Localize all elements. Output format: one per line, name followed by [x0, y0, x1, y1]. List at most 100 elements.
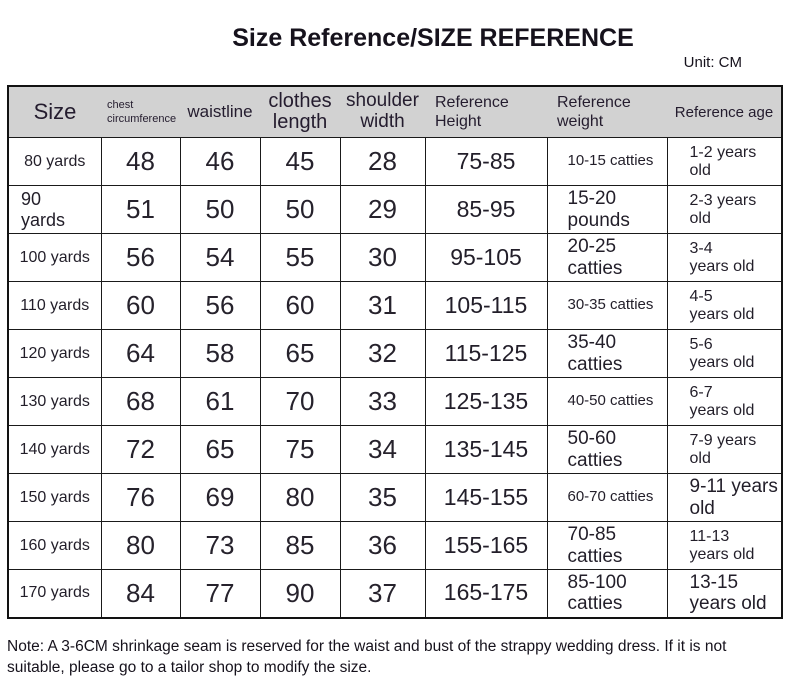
table-cell: 85-100 catties	[546, 569, 668, 618]
table-row: 100 yards 56 54 55 30 95-105 20-25 catties 3-4 ye…	[7, 233, 783, 282]
table-cell: 150 yards	[7, 473, 102, 522]
table-cell: 1-2 years old	[666, 137, 783, 186]
table-cell: 28	[339, 137, 426, 186]
table-cell: 61	[179, 377, 261, 426]
table-cell: 170 yards	[7, 569, 102, 618]
table-cell: 72	[100, 425, 181, 474]
header-cell-2: waistline	[180, 85, 260, 138]
header-cell-1: chest circumference	[101, 85, 180, 138]
unit-label: Unit: CM	[683, 54, 742, 71]
table-cell: 110 yards	[7, 281, 102, 330]
table-row: 150 yards 76 69 80 35 145-155 60-70 catties 9-1…	[7, 473, 783, 522]
size-reference-table: Size chest circumference waistline clothes le…	[7, 85, 783, 619]
table-cell: 85-95	[424, 185, 548, 234]
page-title: Size Reference/SIZE REFERENCE	[232, 24, 634, 52]
table-cell: 140 yards	[7, 425, 102, 474]
table-row: 160 yards 80 73 85 36 155-165 70-85 catties 11-1…	[7, 521, 783, 570]
table-cell: 11-13 years old	[666, 521, 783, 570]
table-cell: 75-85	[424, 137, 548, 186]
table-cell: 69	[179, 473, 261, 522]
table-cell: 32	[339, 329, 426, 378]
table-cell: 80	[259, 473, 341, 522]
table-cell: 60	[259, 281, 341, 330]
table-cell: 35-40 catties	[546, 329, 668, 378]
table-cell: 130 yards	[7, 377, 102, 426]
table-cell: 9-11 years old	[666, 473, 783, 522]
table-cell: 13-15 years old	[666, 569, 783, 618]
table-cell: 30	[339, 233, 426, 282]
table-cell: 20-25 catties	[546, 233, 668, 282]
table-cell: 145-155	[424, 473, 548, 522]
table-cell: 29	[339, 185, 426, 234]
table-row: 80 yards 48 46 45 28 75-85 10-15 catties 1-2 ye…	[7, 137, 783, 186]
table-cell: 10-15 catties	[546, 137, 668, 186]
table-row: 130 yards 68 61 70 33 125-135 40-50 catties 6-7…	[7, 377, 783, 426]
table-cell: 135-145	[424, 425, 548, 474]
table-cell: 77	[179, 569, 261, 618]
table-cell: 3-4 years old	[666, 233, 783, 282]
table-cell: 68	[100, 377, 181, 426]
table-cell: 70	[259, 377, 341, 426]
table-row: 140 yards 72 65 75 34 135-145 50-60 catties 7-9 …	[7, 425, 783, 474]
table-cell: 65	[179, 425, 261, 474]
table-cell: 80 yards	[7, 137, 102, 186]
table-cell: 115-125	[424, 329, 548, 378]
table-cell: 37	[339, 569, 426, 618]
table-row: 110 yards 60 56 60 31 105-115 30-35 catties 4-5…	[7, 281, 783, 330]
table-cell: 165-175	[424, 569, 548, 618]
table-cell: 80	[100, 521, 181, 570]
table-cell: 60	[100, 281, 181, 330]
table-cell: 155-165	[424, 521, 548, 570]
table-cell: 31	[339, 281, 426, 330]
table-cell: 64	[100, 329, 181, 378]
header-cell-7: Reference age	[667, 85, 782, 138]
table-body: 80 yards 48 46 45 28 75-85 10-15 catties 1-2 ye…	[7, 137, 783, 618]
table-cell: 33	[339, 377, 426, 426]
table-cell: 2-3 years old	[666, 185, 783, 234]
table-cell: 5-6 years old	[666, 329, 783, 378]
table-cell: 85	[259, 521, 341, 570]
table-cell: 51	[100, 185, 181, 234]
table-cell: 90 yards	[7, 185, 102, 234]
table-cell: 40-50 catties	[546, 377, 668, 426]
header-cell-4: shoulder width	[340, 85, 425, 138]
table-cell: 125-135	[424, 377, 548, 426]
table-row: 90 yards 51 50 50 29 85-95 15-20 pounds 2-3 years…	[7, 185, 783, 234]
note-text: Note: A 3-6CM shrinkage seam is reserved…	[7, 638, 727, 676]
header-row: Size chest circumference waistline clothes le…	[8, 85, 782, 138]
table-cell: 105-115	[424, 281, 548, 330]
table-cell: 60-70 catties	[546, 473, 668, 522]
table-cell: 48	[100, 137, 181, 186]
table-cell: 45	[259, 137, 341, 186]
table-cell: 84	[100, 569, 181, 618]
header-cell-3: clothes length	[260, 85, 340, 138]
table-cell: 36	[339, 521, 426, 570]
table-cell: 30-35 catties	[546, 281, 668, 330]
table-cell: 70-85 catties	[546, 521, 668, 570]
table-cell: 95-105	[424, 233, 548, 282]
table-cell: 75	[259, 425, 341, 474]
table-cell: 15-20 pounds	[546, 185, 668, 234]
table-cell: 34	[339, 425, 426, 474]
table-cell: 4-5 years old	[666, 281, 783, 330]
table-row: 170 yards 84 77 90 37 165-175 85-100 catties 13-…	[7, 569, 783, 618]
table-cell: 100 yards	[7, 233, 102, 282]
table-cell: 35	[339, 473, 426, 522]
table-cell: 50-60 catties	[546, 425, 668, 474]
header-cell-5: Reference Height	[425, 85, 547, 138]
table-cell: 160 yards	[7, 521, 102, 570]
table-cell: 55	[259, 233, 341, 282]
table-row: 120 yards 64 58 65 32 115-125 35-40 catties 5-6 y…	[7, 329, 783, 378]
table-cell: 7-9 years old	[666, 425, 783, 474]
table-cell: 56	[100, 233, 181, 282]
table-cell: 46	[179, 137, 261, 186]
table-cell: 56	[179, 281, 261, 330]
header-cell-6: Reference weight	[547, 85, 667, 138]
table-cell: 120 yards	[7, 329, 102, 378]
table-cell: 6-7 years old	[666, 377, 783, 426]
table-cell: 58	[179, 329, 261, 378]
table-cell: 65	[259, 329, 341, 378]
table-cell: 90	[259, 569, 341, 618]
table-cell: 50	[259, 185, 341, 234]
